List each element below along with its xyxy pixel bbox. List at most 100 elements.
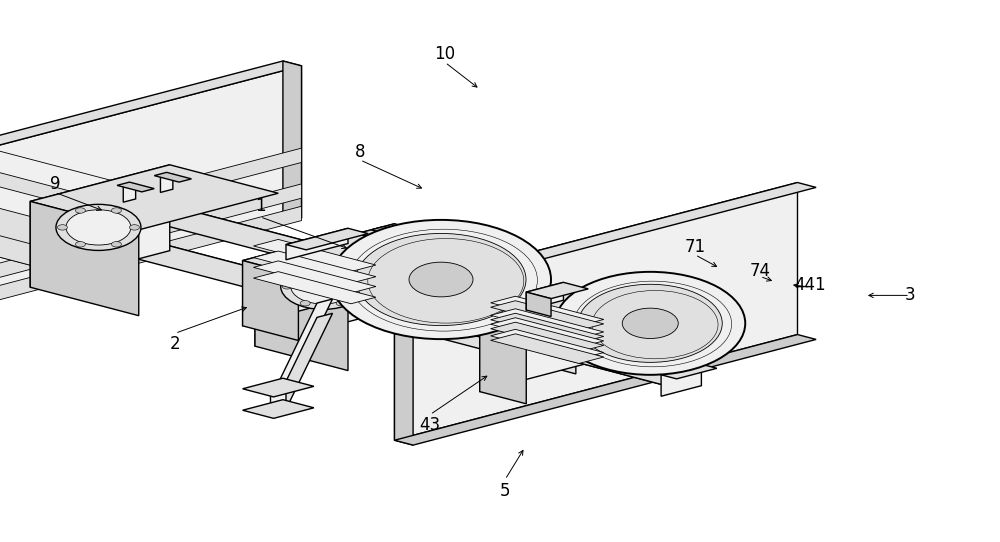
Circle shape [300,300,310,306]
Circle shape [578,285,722,363]
Text: 43: 43 [419,416,441,435]
Circle shape [354,283,364,289]
Circle shape [555,272,745,375]
Polygon shape [410,308,557,357]
Polygon shape [480,317,526,404]
Polygon shape [410,314,573,357]
Polygon shape [77,216,108,224]
Circle shape [356,234,526,326]
Polygon shape [0,148,302,268]
Circle shape [111,208,121,213]
Polygon shape [526,282,588,299]
Circle shape [331,220,551,339]
Circle shape [336,267,346,272]
Polygon shape [253,272,376,304]
Polygon shape [283,61,302,218]
Polygon shape [255,224,487,285]
Polygon shape [43,222,576,362]
Polygon shape [661,364,717,379]
Polygon shape [243,232,407,275]
Circle shape [75,242,85,247]
Circle shape [622,308,678,339]
Text: 3: 3 [905,286,915,305]
Polygon shape [491,296,604,326]
Polygon shape [243,399,314,418]
Polygon shape [80,222,576,374]
Polygon shape [550,344,674,388]
Polygon shape [394,288,413,445]
Polygon shape [371,227,408,236]
Polygon shape [253,240,376,272]
Polygon shape [123,184,136,202]
Circle shape [129,225,139,230]
Polygon shape [491,313,604,343]
Polygon shape [0,184,302,304]
Circle shape [300,267,310,272]
Polygon shape [526,282,563,310]
Polygon shape [77,227,108,235]
Text: 9: 9 [50,175,60,193]
Polygon shape [550,340,689,377]
Text: 71: 71 [684,237,706,256]
Circle shape [336,300,346,306]
Ellipse shape [281,263,366,309]
Polygon shape [526,292,551,317]
Polygon shape [30,165,170,287]
Polygon shape [394,183,798,440]
Polygon shape [160,174,173,192]
Polygon shape [0,198,128,267]
Polygon shape [491,322,604,352]
Polygon shape [253,261,376,293]
Polygon shape [253,251,376,283]
Polygon shape [491,301,604,331]
Polygon shape [0,207,302,326]
Circle shape [282,283,292,289]
Ellipse shape [66,210,131,245]
Polygon shape [491,330,604,359]
Ellipse shape [56,204,141,250]
Polygon shape [661,364,701,396]
Polygon shape [255,224,394,346]
Polygon shape [286,228,368,250]
Text: 5: 5 [500,481,510,500]
Polygon shape [0,177,128,245]
Polygon shape [0,201,35,267]
Polygon shape [77,221,92,235]
Circle shape [57,225,67,230]
Polygon shape [243,232,351,326]
Circle shape [111,242,121,247]
Polygon shape [491,334,604,364]
Polygon shape [0,66,302,324]
Ellipse shape [291,269,356,304]
Polygon shape [394,183,816,293]
Polygon shape [30,165,278,230]
Polygon shape [377,228,390,249]
Polygon shape [0,141,128,209]
Polygon shape [0,165,35,231]
Text: 8: 8 [355,143,365,161]
Polygon shape [243,378,314,397]
Polygon shape [255,260,348,371]
Polygon shape [157,202,653,353]
Polygon shape [0,61,302,171]
Polygon shape [480,288,635,328]
Polygon shape [0,163,128,231]
Polygon shape [154,172,191,182]
Polygon shape [286,228,348,260]
Circle shape [75,208,85,213]
Circle shape [409,262,473,297]
Text: 1: 1 [255,197,265,215]
Polygon shape [270,313,332,414]
Polygon shape [71,211,98,236]
Text: 441: 441 [794,275,826,294]
Polygon shape [243,261,298,340]
Polygon shape [334,236,371,246]
Polygon shape [491,318,604,347]
Polygon shape [550,351,689,388]
Polygon shape [340,238,353,259]
Polygon shape [394,334,816,445]
Polygon shape [30,202,139,315]
Polygon shape [120,202,653,342]
Polygon shape [270,299,332,399]
Polygon shape [410,304,573,346]
